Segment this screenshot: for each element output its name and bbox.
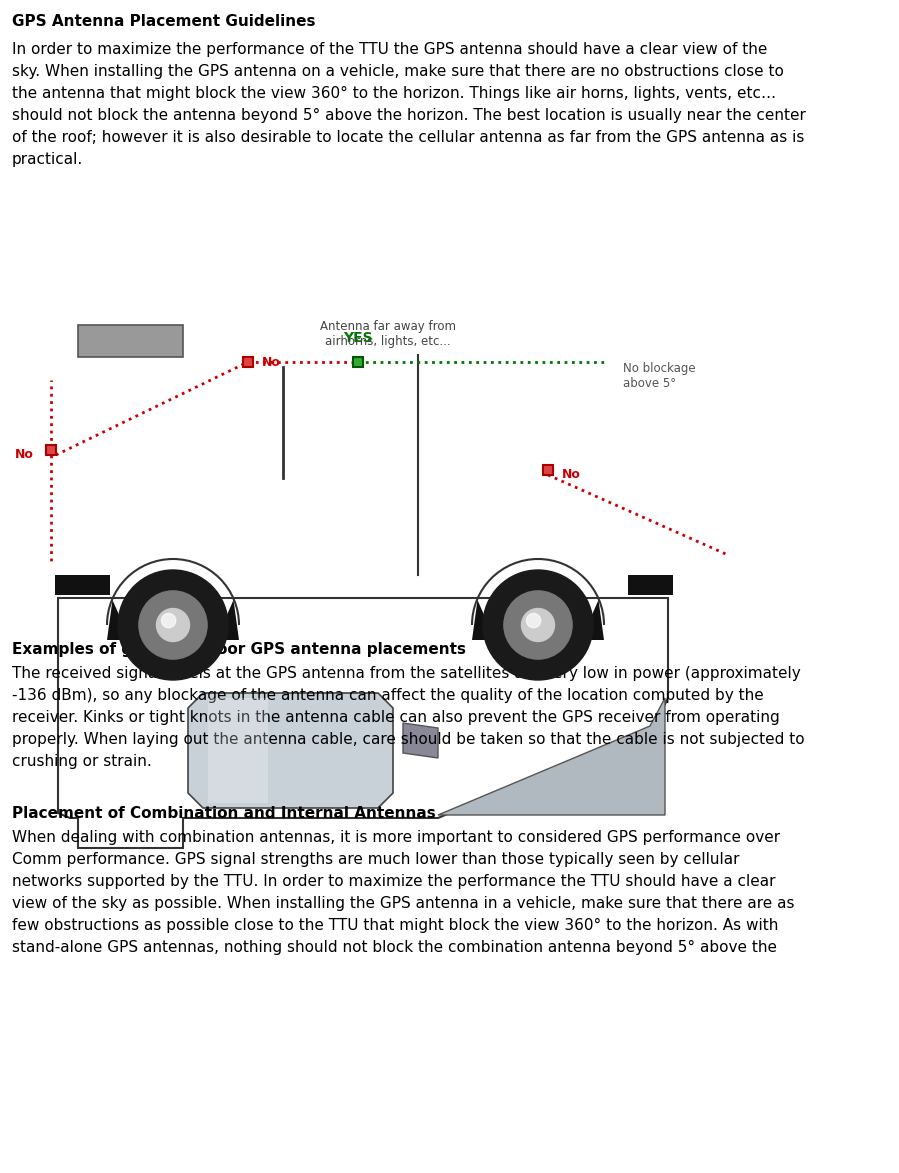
Text: YES: YES bbox=[343, 331, 373, 345]
Text: In order to maximize the performance of the TTU the GPS antenna should have a cl: In order to maximize the performance of … bbox=[12, 42, 768, 57]
Text: No: No bbox=[262, 355, 280, 368]
Polygon shape bbox=[208, 698, 268, 804]
Text: stand-alone GPS antennas, nothing should not block the combination antenna beyon: stand-alone GPS antennas, nothing should… bbox=[12, 940, 777, 955]
Text: above 5°: above 5° bbox=[623, 377, 676, 389]
Text: No blockage: No blockage bbox=[623, 362, 696, 375]
Circle shape bbox=[162, 613, 175, 628]
Bar bbox=[543, 465, 553, 475]
Text: should not block the antenna beyond 5° above the horizon. The best location is u: should not block the antenna beyond 5° a… bbox=[12, 108, 806, 123]
Text: sky. When installing the GPS antenna on a vehicle, make sure that there are no o: sky. When installing the GPS antenna on … bbox=[12, 65, 784, 79]
Circle shape bbox=[521, 609, 555, 642]
Text: airhorns, lights, etc...: airhorns, lights, etc... bbox=[325, 335, 450, 348]
Text: networks supported by the TTU. In order to maximize the performance the TTU shou: networks supported by the TTU. In order … bbox=[12, 874, 776, 889]
Polygon shape bbox=[472, 601, 604, 640]
Circle shape bbox=[139, 591, 207, 659]
Polygon shape bbox=[438, 698, 665, 815]
Text: the antenna that might block the view 360° to the horizon. Things like air horns: the antenna that might block the view 36… bbox=[12, 86, 776, 101]
Text: practical.: practical. bbox=[12, 152, 84, 167]
Text: view of the sky as possible. When installing the GPS antenna in a vehicle, make : view of the sky as possible. When instal… bbox=[12, 896, 795, 911]
Text: When dealing with combination antennas, it is more important to considered GPS p: When dealing with combination antennas, … bbox=[12, 830, 780, 845]
Circle shape bbox=[483, 570, 593, 680]
Polygon shape bbox=[107, 601, 239, 640]
Bar bbox=[46, 445, 56, 455]
Polygon shape bbox=[403, 723, 438, 758]
Bar bbox=[628, 575, 673, 595]
Text: Examples of good and poor GPS antenna placements: Examples of good and poor GPS antenna pl… bbox=[12, 642, 466, 657]
Text: -136 dBm), so any blockage of the antenna can affect the quality of the location: -136 dBm), so any blockage of the antenn… bbox=[12, 689, 764, 703]
Bar bbox=[353, 357, 363, 367]
Text: Placement of Combination and Internal Antennas: Placement of Combination and Internal An… bbox=[12, 806, 436, 821]
Text: of the roof; however it is also desirable to locate the cellular antenna as far : of the roof; however it is also desirabl… bbox=[12, 130, 805, 145]
Text: crushing or strain.: crushing or strain. bbox=[12, 754, 152, 769]
Text: No: No bbox=[562, 468, 581, 481]
Text: Antenna far away from: Antenna far away from bbox=[320, 320, 456, 333]
Circle shape bbox=[118, 570, 228, 680]
Bar bbox=[243, 357, 253, 367]
Circle shape bbox=[504, 591, 572, 659]
Text: few obstructions as possible close to the TTU that might block the view 360° to : few obstructions as possible close to th… bbox=[12, 918, 779, 933]
Text: GPS Antenna Placement Guidelines: GPS Antenna Placement Guidelines bbox=[12, 14, 316, 29]
Text: No: No bbox=[15, 448, 34, 461]
Bar bbox=[78, 325, 183, 357]
Bar bbox=[55, 575, 110, 595]
Circle shape bbox=[527, 613, 541, 628]
Text: properly. When laying out the antenna cable, care should be taken so that the ca: properly. When laying out the antenna ca… bbox=[12, 732, 805, 747]
Text: Comm performance. GPS signal strengths are much lower than those typically seen : Comm performance. GPS signal strengths a… bbox=[12, 852, 740, 867]
Circle shape bbox=[156, 609, 190, 642]
Polygon shape bbox=[188, 693, 393, 808]
Text: The received signal levels at the GPS antenna from the satellites are very low i: The received signal levels at the GPS an… bbox=[12, 666, 801, 682]
Text: receiver. Kinks or tight knots in the antenna cable can also prevent the GPS rec: receiver. Kinks or tight knots in the an… bbox=[12, 710, 779, 725]
Polygon shape bbox=[58, 598, 668, 848]
